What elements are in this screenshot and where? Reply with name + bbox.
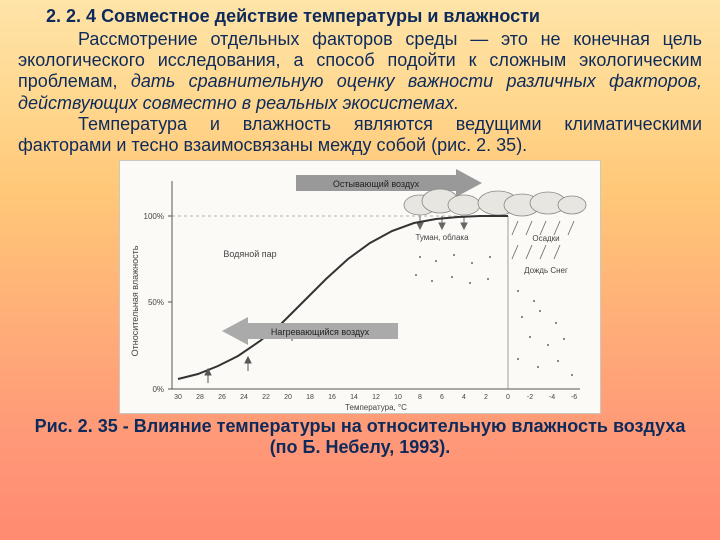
clouds-icon (404, 189, 586, 216)
svg-text:24: 24 (240, 394, 248, 401)
figure-caption: Рис. 2. 35 - Влияние температуры на отно… (18, 416, 702, 457)
label-vapor: Водяной пар (223, 249, 276, 259)
paragraph-1: Рассмотрение отдельных факторов среды — … (18, 29, 702, 114)
label-fog: Туман, облака (415, 233, 469, 242)
svg-text:4: 4 (462, 394, 466, 401)
svg-text:-4: -4 (549, 394, 555, 401)
svg-text:0: 0 (506, 394, 510, 401)
svg-text:16: 16 (328, 394, 336, 401)
ytick-2: 100% (144, 212, 164, 221)
ytick-1: 50% (148, 298, 164, 307)
arrow-warming: Нагревающийся воздух (222, 317, 398, 345)
paragraph-2: Температура и влажность являются ведущим… (18, 114, 702, 156)
svg-text:30: 30 (174, 394, 182, 401)
label-precip: Дождь Снег (524, 266, 568, 275)
y-axis-label: Относительная влажность (130, 246, 140, 357)
svg-text:12: 12 (372, 394, 380, 401)
svg-text:26: 26 (218, 394, 226, 401)
figure-chart: 0% 50% 100% Относительная влажность 30 2… (119, 160, 601, 414)
svg-text:18: 18 (306, 394, 314, 401)
svg-text:28: 28 (196, 394, 204, 401)
svg-text:Нагревающийся воздух: Нагревающийся воздух (271, 327, 370, 337)
svg-text:-6: -6 (571, 394, 577, 401)
svg-text:8: 8 (418, 394, 422, 401)
svg-text:22: 22 (262, 394, 270, 401)
x-ticks: 30 28 26 24 22 20 18 16 14 12 10 8 6 4 2… (174, 394, 577, 401)
svg-text:10: 10 (394, 394, 402, 401)
svg-text:2: 2 (484, 394, 488, 401)
x-axis-label: Температура, °C (345, 403, 407, 412)
fig-caption-line1: Рис. 2. 35 - Влияние температуры на отно… (35, 416, 686, 436)
fig-caption-line2: (по Б. Небелу, 1993). (270, 437, 451, 457)
svg-text:14: 14 (350, 394, 358, 401)
svg-text:Остывающий воздух: Остывающий воздух (333, 179, 420, 189)
section-title-text: Совместное действие температуры и влажно… (101, 6, 540, 26)
svg-text:-2: -2 (527, 394, 533, 401)
section-number: 2. 2. 4 (46, 6, 96, 26)
arrow-cooling: Остывающий воздух (296, 169, 482, 197)
ytick-0: 0% (152, 385, 164, 394)
svg-text:20: 20 (284, 394, 292, 401)
svg-text:6: 6 (440, 394, 444, 401)
label-precip2: Осадки (532, 234, 559, 243)
